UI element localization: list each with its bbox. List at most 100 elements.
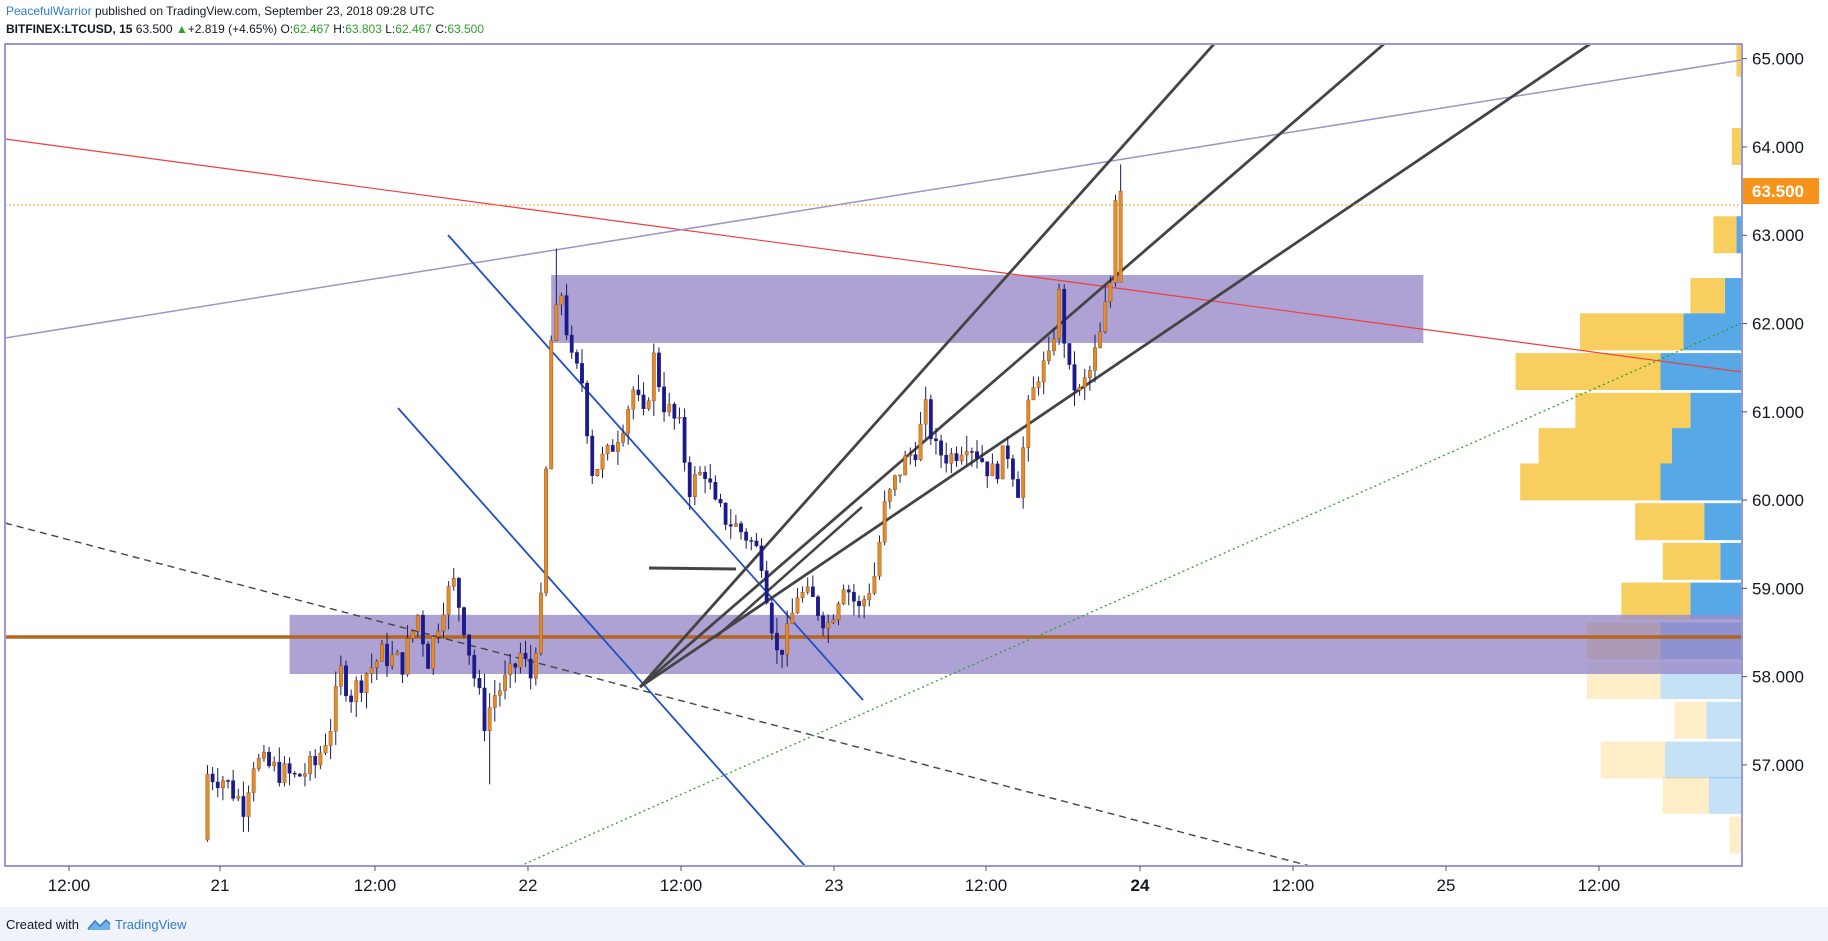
- candle-up: [1057, 288, 1061, 339]
- fan-line-2: [639, 45, 1385, 689]
- candle-down: [287, 763, 292, 774]
- candle-up: [605, 445, 610, 455]
- volume-bar-buy: [1683, 313, 1741, 351]
- axes: 57.000 58.000 59.000 60.000 61.000 62.000 63.0…: [5, 44, 1819, 895]
- candle-down: [226, 780, 230, 782]
- low-label: L:: [385, 22, 396, 36]
- consolidation-top-line: [648, 566, 737, 571]
- close-label: C:: [435, 22, 448, 36]
- y-tick-label: 57.000: [1752, 756, 1804, 775]
- candle-up: [677, 417, 682, 419]
- candle-up: [364, 673, 369, 693]
- candle-up: [918, 423, 923, 461]
- candle-down: [210, 773, 215, 783]
- candle-down: [954, 453, 959, 462]
- volume-bar-buy: [1672, 428, 1741, 466]
- high-label: H:: [333, 22, 346, 36]
- candlesticks: [205, 164, 1123, 842]
- candle-up: [1118, 190, 1123, 283]
- y-tick-label: 59.000: [1752, 579, 1804, 598]
- candle-down: [662, 386, 666, 413]
- x-tick-label: 12:00: [1578, 876, 1621, 895]
- candle-up: [338, 665, 343, 687]
- volume-bar-sell: [1674, 701, 1707, 739]
- candle-down: [1005, 445, 1010, 459]
- candle-down: [913, 454, 918, 461]
- candle-down: [359, 680, 364, 693]
- candle-up: [1098, 331, 1103, 348]
- candle-up: [1087, 370, 1092, 378]
- candle-up: [1026, 399, 1031, 448]
- ohlc-legend: BITFINEX:LTCUSD, 15 63.500 ▲+2.819 (+4.6…: [6, 22, 484, 36]
- volume-bar-buy: [1665, 741, 1741, 779]
- last-price: 63.500: [135, 22, 173, 36]
- candle-down: [421, 614, 425, 645]
- candle-up: [451, 578, 456, 587]
- current-price-tag: [1743, 178, 1819, 205]
- volume-bar-buy: [1720, 542, 1741, 580]
- publish-info: PeacefulWarrior published on TradingView…: [6, 4, 434, 18]
- y-tick-label: 60.000: [1752, 491, 1804, 510]
- low-value: 62.467: [395, 22, 432, 36]
- candle-up: [692, 474, 697, 497]
- tradingview-logo-icon[interactable]: [87, 917, 111, 931]
- candle-up: [1041, 360, 1046, 383]
- candle-up: [949, 453, 954, 464]
- x-tick-label: 25: [1437, 876, 1456, 895]
- candle-down: [687, 462, 692, 497]
- candle-down: [780, 649, 784, 655]
- candle-up: [867, 593, 872, 600]
- candle-down: [462, 607, 466, 635]
- open-label: O:: [280, 22, 294, 36]
- candle-down: [231, 780, 236, 799]
- candle-down: [277, 761, 282, 783]
- candle-down: [723, 502, 728, 525]
- candle-down: [985, 461, 990, 477]
- y-tick-label: 61.000: [1752, 403, 1804, 422]
- candle-down: [708, 478, 713, 483]
- channel-lower-line: [397, 407, 806, 865]
- candle-up: [390, 654, 395, 667]
- candle-down: [472, 655, 477, 679]
- author-link[interactable]: PeacefulWarrior: [6, 4, 92, 18]
- candle-down: [636, 389, 641, 396]
- candle-down: [939, 440, 943, 456]
- candle-up: [785, 623, 790, 655]
- candle-up: [646, 400, 651, 410]
- symbol-label: BITFINEX:LTCUSD, 15: [6, 22, 133, 36]
- x-tick-label: 12:00: [354, 876, 397, 895]
- candle-down: [482, 687, 487, 732]
- candle-up: [1036, 381, 1041, 388]
- candle-up: [508, 663, 513, 676]
- candle-up: [492, 695, 497, 708]
- candle-up: [282, 763, 287, 783]
- candle-down: [744, 531, 749, 541]
- candle-up: [667, 403, 672, 413]
- volume-bar-sell: [1662, 542, 1721, 580]
- volume-bar-sell: [1580, 313, 1684, 351]
- volume-bar-buy: [1708, 776, 1741, 814]
- candle-up: [441, 614, 446, 632]
- candle-up: [431, 636, 436, 669]
- candle-up: [800, 592, 805, 599]
- candle-down: [739, 523, 743, 533]
- volume-bar-buy: [1704, 503, 1741, 541]
- price-chart[interactable]: 57.000 58.000 59.000 60.000 61.000 62.000 63.0…: [0, 0, 1828, 907]
- candle-up: [831, 619, 836, 624]
- candle-up: [1046, 350, 1051, 362]
- volume-bar-sell: [1690, 278, 1725, 316]
- volume-bar-sell: [1515, 353, 1661, 391]
- y-tick-label: 58.000: [1752, 668, 1804, 687]
- close-value: 63.500: [447, 22, 485, 36]
- fan-line-small: [715, 506, 863, 638]
- tradingview-link[interactable]: TradingView: [115, 917, 187, 932]
- volume-bar-buy: [1690, 392, 1741, 430]
- candle-down: [759, 545, 764, 571]
- candle-up: [333, 686, 338, 732]
- purple-uptrend-line: [6, 59, 1741, 339]
- candle-down: [297, 773, 302, 777]
- candle-up: [1031, 387, 1036, 401]
- candle-down: [975, 451, 979, 459]
- candle-down: [641, 394, 646, 410]
- volume-bar-buy: [1690, 582, 1741, 620]
